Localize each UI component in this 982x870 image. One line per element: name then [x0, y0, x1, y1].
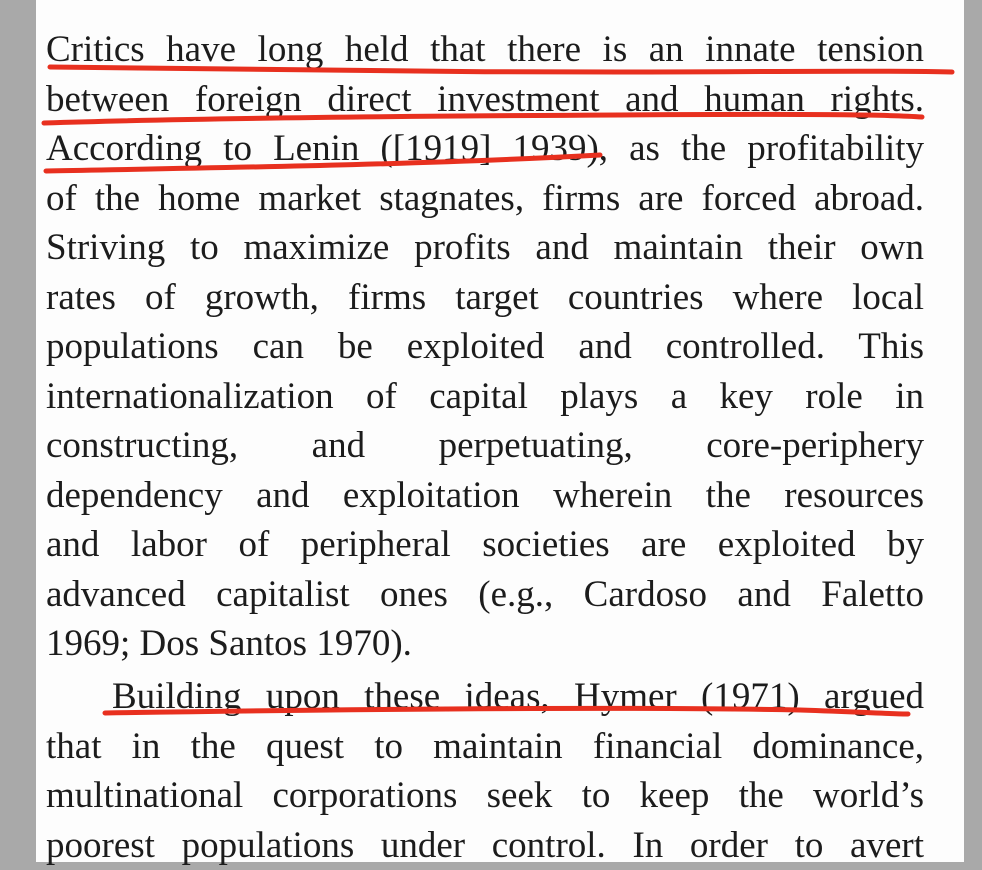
text-line: populations can be exploited and control… — [46, 322, 924, 372]
text-line: poorest populations under control. In or… — [46, 821, 924, 870]
text-line: advanced capitalist ones (e.g., Cardoso … — [46, 570, 924, 620]
text-line: that in the quest to maintain financial … — [46, 722, 924, 772]
text-line: of the home market stagnates, firms are … — [46, 174, 924, 224]
text-line: constructing, and perpetuating, core-per… — [46, 421, 924, 471]
paragraph-2: Building upon these ideas, Hymer (1971) … — [46, 672, 924, 870]
text-line: 1969; Dos Santos 1970). — [46, 619, 924, 669]
text-line: between foreign direct investment and hu… — [46, 75, 924, 125]
text-line: internationalization of capital plays a … — [46, 372, 924, 422]
text-line: Striving to maximize profits and maintai… — [46, 223, 924, 273]
text-line: Critics have long held that there is an … — [46, 25, 924, 75]
text-line: rates of growth, firms target countries … — [46, 273, 924, 323]
paragraph-1: Critics have long held that there is an … — [46, 25, 924, 669]
text-line: dependency and exploitation wherein the … — [46, 471, 924, 521]
text-line: multinational corporations seek to keep … — [46, 771, 924, 821]
text-line: and labor of peripheral societies are ex… — [46, 520, 924, 570]
text-line: According to Lenin ([1919] 1939), as the… — [46, 124, 924, 174]
document-page: Critics have long held that there is an … — [36, 0, 964, 862]
text-line: Building upon these ideas, Hymer (1971) … — [46, 672, 924, 722]
